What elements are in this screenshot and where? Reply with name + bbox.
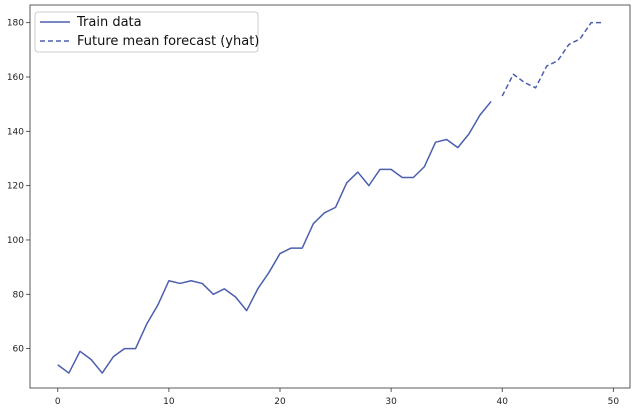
y-tick-label: 120 <box>7 182 24 192</box>
y-tick-label: 140 <box>7 127 24 137</box>
legend-box <box>34 11 259 53</box>
series-line-train-data <box>57 100 492 374</box>
y-tick-label: 160 <box>7 73 24 83</box>
legend-label-future-mean-forecast: Future mean forecast (yhat) <box>77 34 259 49</box>
y-tick-label: 180 <box>7 19 24 29</box>
x-tick-label: 10 <box>163 397 175 407</box>
x-tick-label: 30 <box>385 397 397 407</box>
y-tick-label: 100 <box>7 236 24 246</box>
legend: Train data Future mean forecast (yhat) <box>34 11 259 53</box>
x-tick-label: 40 <box>496 397 508 407</box>
series-layer <box>57 21 603 374</box>
y-tick-label: 80 <box>13 290 25 300</box>
plot-area <box>29 4 631 389</box>
x-tick-label: 0 <box>55 397 61 407</box>
series-line-future-mean-forecast <box>501 21 603 97</box>
y-tick-label: 60 <box>13 345 25 355</box>
legend-label-train-data: Train data <box>76 15 142 30</box>
y-axis: 60 80 100 120 140 160 180 <box>7 19 30 355</box>
x-tick-label: 50 <box>608 397 620 407</box>
x-axis: 0 10 20 30 40 50 <box>55 388 619 407</box>
x-tick-label: 20 <box>274 397 286 407</box>
